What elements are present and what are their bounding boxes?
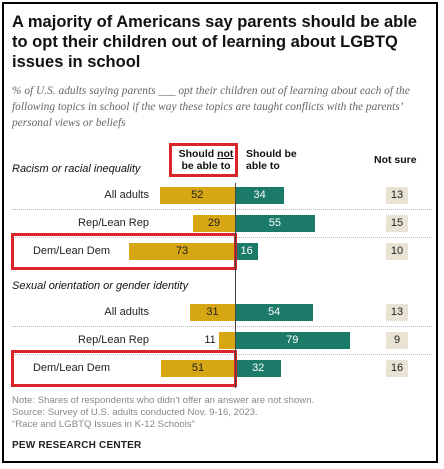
zero-axis-line (235, 183, 236, 388)
column-header-not-sure: Not sure (374, 154, 417, 166)
bar-able (235, 332, 350, 349)
value-not-sure: 13 (386, 304, 408, 321)
value-not-sure: 9 (386, 332, 408, 349)
bar-able (235, 360, 282, 377)
not-able-part-3: be able to (181, 160, 231, 172)
value-not-able: 11 (204, 334, 216, 346)
bar-not-able (129, 243, 235, 260)
value-able: 55 (268, 217, 281, 229)
bar-not-able (159, 187, 235, 204)
row-separator (12, 237, 432, 238)
row-separator (12, 209, 432, 210)
value-able: 54 (268, 306, 281, 318)
value-not-sure: 13 (386, 187, 408, 204)
row-label: Rep/Lean Rep (78, 217, 149, 229)
row-highlight-box (11, 350, 237, 387)
row-label: Dem/Lean Dem (32, 362, 110, 374)
value-not-able: 31 (206, 306, 219, 318)
bar-able (235, 243, 259, 260)
bar-able (235, 304, 314, 321)
bar-able (235, 187, 285, 204)
section-label: Racism or racial inequality (12, 163, 141, 175)
row-separator (12, 354, 432, 355)
value-not-sure: 15 (386, 215, 408, 232)
bar-not-able (192, 215, 235, 232)
value-not-able: 73 (175, 245, 189, 257)
value-not-able: 29 (207, 217, 221, 229)
chart-note: Note: Shares of respondents who didn’t o… (12, 395, 315, 406)
bar-not-able (161, 360, 235, 377)
column-header-highlight-box (169, 143, 238, 177)
value-not-sure: 16 (386, 360, 408, 377)
value-able: 16 (240, 245, 253, 257)
bar-not-able (190, 304, 235, 321)
value-not-able: 51 (191, 362, 205, 374)
value-able: 32 (252, 362, 265, 374)
value-able: 34 (253, 189, 266, 201)
row-separator (12, 326, 432, 327)
column-header-able: Should be able to (246, 148, 297, 172)
chart-source: Source: Survey of U.S. adults conducted … (12, 407, 258, 418)
not-able-part-2: not (217, 148, 234, 160)
column-header-not-able: Should not be able to (175, 148, 237, 172)
bar-not-able (219, 332, 235, 349)
row-highlight-box (11, 233, 237, 270)
value-not-sure: 10 (386, 243, 408, 260)
chart-frame (2, 2, 438, 463)
row-label: All adults (104, 189, 149, 201)
chart-subtitle: % of U.S. adults saying parents ___ opt … (12, 85, 410, 129)
not-able-part-1: Should (178, 148, 218, 160)
row-label: Dem/Lean Dem (32, 245, 110, 257)
chart-report-title: “Race and LGBTQ Issues in K-12 Schools” (12, 419, 195, 430)
row-label: All adults (104, 306, 149, 318)
chart-title: A majority of Americans say parents shou… (12, 13, 417, 71)
section-label: Sexual orientation or gender identity (12, 280, 189, 292)
value-not-able: 52 (191, 189, 204, 201)
footer-brand: PEW RESEARCH CENTER (12, 440, 142, 451)
bar-able (235, 215, 315, 232)
row-label: Rep/Lean Rep (78, 334, 149, 346)
value-able: 79 (286, 334, 299, 346)
